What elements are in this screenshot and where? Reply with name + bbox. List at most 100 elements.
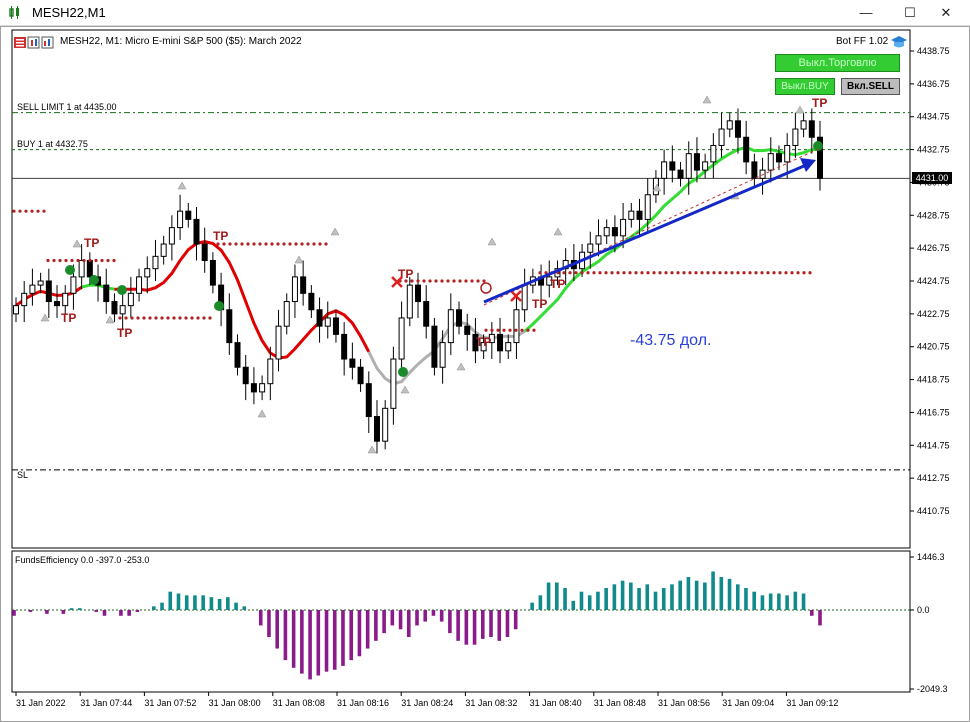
y-tick-label-5: 4428.75: [917, 210, 950, 220]
candle: [595, 219, 602, 257]
tp-dot: [482, 279, 486, 283]
tp-dot: [216, 242, 220, 246]
open-marker: [480, 282, 492, 294]
candle-body: [234, 342, 241, 368]
candle: [250, 367, 257, 405]
candle: [54, 285, 61, 318]
hist-bar: [793, 591, 798, 610]
entry-marker-3: [214, 301, 224, 311]
hist-bar: [768, 593, 773, 610]
hist-bar: [390, 610, 395, 626]
candle: [275, 309, 282, 372]
candle: [726, 112, 733, 138]
candle-body: [226, 309, 233, 344]
tp-dot: [172, 316, 176, 320]
tp-dot: [724, 271, 728, 275]
hist-bar: [152, 606, 156, 610]
hist-bar: [809, 610, 814, 616]
hist-bar: [61, 610, 66, 614]
tp-dot: [416, 279, 420, 283]
tp-dot: [568, 271, 572, 275]
tp-dot: [664, 271, 668, 275]
buy-off-button[interactable]: Выкл.BUY: [775, 78, 835, 95]
candle: [447, 293, 454, 355]
x-tick-label-4: 31 Jan 08:08: [273, 698, 325, 708]
candle: [168, 215, 175, 261]
tp-dot: [142, 316, 146, 320]
candle-body: [382, 407, 389, 442]
candle: [784, 133, 791, 179]
hist-bar: [801, 593, 806, 610]
tp-dot: [748, 271, 752, 275]
window-title: MESH22,M1: [32, 5, 106, 20]
hist-bar: [12, 610, 16, 616]
stop-loss-label: SL: [17, 470, 29, 480]
tp-dot: [42, 209, 46, 213]
hist-bar: [332, 610, 337, 670]
candle-body: [447, 309, 454, 344]
hist-bar: [69, 608, 74, 610]
chart-toolbar-icons: [14, 36, 54, 49]
y-tick-label-9: 4420.75: [917, 342, 950, 352]
graduation-cap-icon: [891, 36, 907, 48]
x-tick-label-3: 31 Jan 08:00: [209, 698, 261, 708]
maximize-button[interactable]: ☐: [904, 5, 916, 20]
tp-dot: [616, 271, 620, 275]
candle-body: [636, 210, 643, 220]
candle: [628, 202, 635, 228]
hist-bar: [324, 610, 329, 672]
ind-y-tick-label-2: -2049.3: [917, 684, 948, 694]
hist-bar: [579, 591, 584, 610]
candle: [201, 227, 208, 273]
symbol-description: MESH22, M1: Micro E-mini S&P 500 ($5): M…: [60, 36, 302, 47]
candle-body: [595, 235, 602, 245]
tp-dot: [712, 271, 716, 275]
hist-bar: [423, 610, 428, 622]
tp-dot: [652, 271, 656, 275]
candle: [193, 207, 200, 261]
candle: [538, 264, 545, 302]
hist-bar: [267, 610, 271, 637]
candle: [365, 371, 372, 433]
tp-marker-6: TP: [532, 297, 547, 311]
hist-bar: [176, 593, 181, 610]
candle: [62, 285, 69, 314]
tp-dot: [30, 209, 34, 213]
tp-dot: [772, 271, 776, 275]
tp-dot: [640, 271, 644, 275]
candle-body: [136, 276, 143, 294]
candle-body: [513, 309, 520, 344]
close-button[interactable]: ✕: [940, 5, 952, 20]
fractal-marker: [72, 239, 82, 248]
tp-dot: [718, 271, 722, 275]
candle-body: [308, 292, 315, 311]
tp-level-5: [398, 279, 486, 283]
hist-bar: [102, 610, 107, 616]
candle-body: [398, 317, 405, 360]
y-tick-label-1: 4436.75: [917, 79, 950, 89]
trade-off-button[interactable]: Выкл.Торговлю: [775, 54, 900, 72]
candle-body: [726, 120, 733, 130]
tp-dot: [112, 258, 116, 263]
fractal-marker: [257, 409, 267, 418]
close-x-marker-1: [510, 290, 522, 302]
candle: [734, 108, 741, 154]
candle: [390, 346, 397, 425]
fractal-marker: [367, 445, 377, 454]
candle: [308, 285, 315, 318]
candle-body: [242, 366, 249, 385]
hist-bar: [464, 610, 469, 645]
tp-dot: [688, 271, 692, 275]
hist-bar: [45, 610, 49, 614]
tp-dot: [526, 328, 530, 332]
profit-annotation: -43.75 дол.: [630, 332, 712, 349]
hist-bar: [604, 588, 608, 610]
tp-dot: [276, 242, 280, 246]
minimize-button[interactable]: —: [859, 5, 873, 20]
sell-on-button[interactable]: Вкл.SELL: [841, 78, 900, 95]
tp-dot: [118, 316, 122, 320]
hist-bar: [382, 610, 386, 634]
candle: [300, 260, 307, 306]
tp-marker-8: TP: [812, 96, 827, 110]
